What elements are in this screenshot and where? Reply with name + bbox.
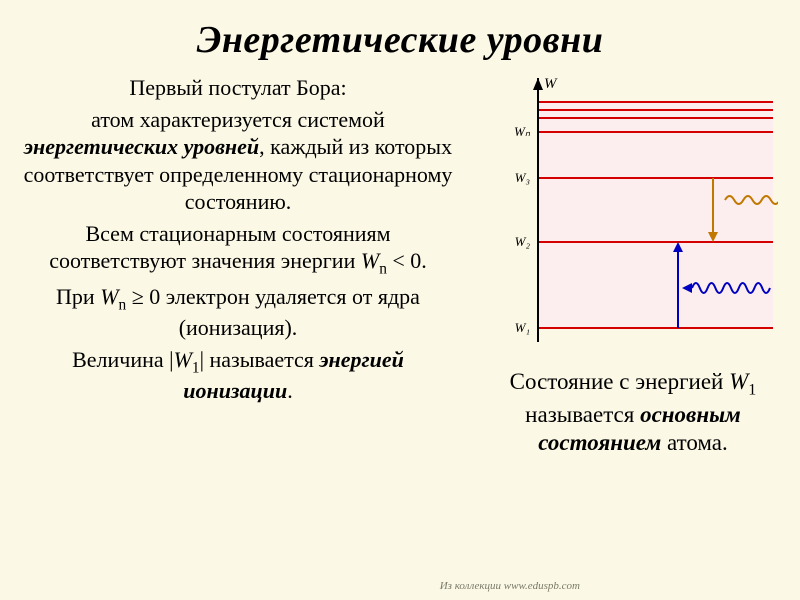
text: атома. xyxy=(661,430,728,455)
svg-text:W₂: W₂ xyxy=(515,234,531,249)
svg-text:Wₙ: Wₙ xyxy=(514,124,531,139)
svg-text:W: W xyxy=(544,76,558,92)
postulate-heading: Первый постулат Бора: xyxy=(18,74,458,102)
ionization-energy: Величина |W1| называется энергией иониза… xyxy=(18,346,458,405)
diagram-caption: Состояние с энергией W1 называется основ… xyxy=(473,368,793,458)
page-title: Энергетические уровни xyxy=(0,0,800,62)
symbol-w: W xyxy=(174,347,192,372)
subscript-1: 1 xyxy=(192,359,200,376)
text: < 0. xyxy=(387,248,427,273)
text: ≥ 0 электрон удаляется от ядра (ионизаци… xyxy=(126,284,420,341)
right-column: W₁W₂W₃WₙW Состояние с энергией W1 называ… xyxy=(464,70,798,458)
subscript-n: n xyxy=(379,260,387,277)
content-row: Первый постулат Бора: атом характеризует… xyxy=(0,70,800,458)
symbol-w: W xyxy=(100,284,118,309)
text: Величина | xyxy=(72,347,173,372)
text: атом характеризуется системой xyxy=(91,107,385,132)
source-footer: Из коллекции www.eduspb.com xyxy=(440,580,580,592)
energy-levels-diagram: W₁ W₂ W₃ Wₙ W xyxy=(488,70,778,350)
text: Состояние с энергией xyxy=(510,369,729,394)
text: Всем стационарным состояниям соответству… xyxy=(49,221,390,274)
postulate-body: атом характеризуется системой энергетиче… xyxy=(18,106,458,216)
text: При xyxy=(56,284,100,309)
ionization-condition: При Wn ≥ 0 электрон удаляется от ядра (и… xyxy=(18,283,458,342)
text: . xyxy=(287,378,293,403)
svg-text:W₁: W₁ xyxy=(515,320,530,335)
left-column: Первый постулат Бора: атом характеризует… xyxy=(0,70,464,458)
svg-text:W₃: W₃ xyxy=(515,170,530,185)
stationary-states: Всем стационарным состояниям соответству… xyxy=(18,220,458,279)
subscript-1: 1 xyxy=(748,382,756,399)
symbol-w: W xyxy=(729,369,748,394)
symbol-w: W xyxy=(361,248,379,273)
energy-levels-term: энергетических уровней xyxy=(24,134,259,159)
slide: Энергетические уровни Первый постулат Бо… xyxy=(0,0,800,600)
text: называется xyxy=(525,402,640,427)
text: | называется xyxy=(200,347,320,372)
